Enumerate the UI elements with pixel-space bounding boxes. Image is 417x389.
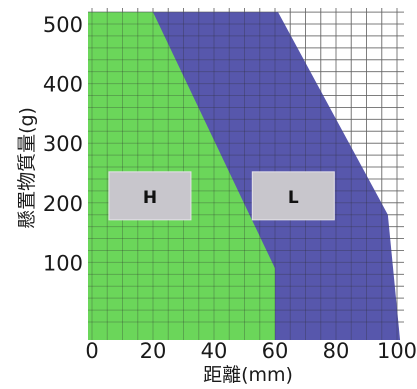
x-tick-label: 0 [85, 339, 98, 363]
y-axis-title: 懸置物質量(g) [16, 107, 38, 229]
zone-label-l: L [251, 171, 335, 221]
y-tick-label: 100 [43, 251, 83, 275]
x-tick-label: 40 [201, 339, 228, 363]
zone-label-text: L [288, 188, 299, 208]
y-tick-label: 200 [43, 192, 83, 216]
y-tick-label: 300 [43, 132, 83, 156]
y-tick-label: 500 [43, 13, 83, 37]
zone-label-box [251, 171, 335, 221]
zone-label-h: H [108, 171, 192, 221]
x-axis-title: 距離(mm) [203, 364, 293, 386]
x-tick-label: 80 [323, 339, 350, 363]
x-tick-label: 20 [140, 339, 167, 363]
tick-layer: 0 20 40 60 80 100 100 200 300 400 500 [43, 13, 417, 363]
x-tick-label: 100 [377, 339, 417, 363]
zone-label-box [108, 171, 192, 221]
y-tick-label: 400 [43, 73, 83, 97]
zone-label-text: H [143, 188, 157, 208]
x-tick-label: 60 [262, 339, 289, 363]
